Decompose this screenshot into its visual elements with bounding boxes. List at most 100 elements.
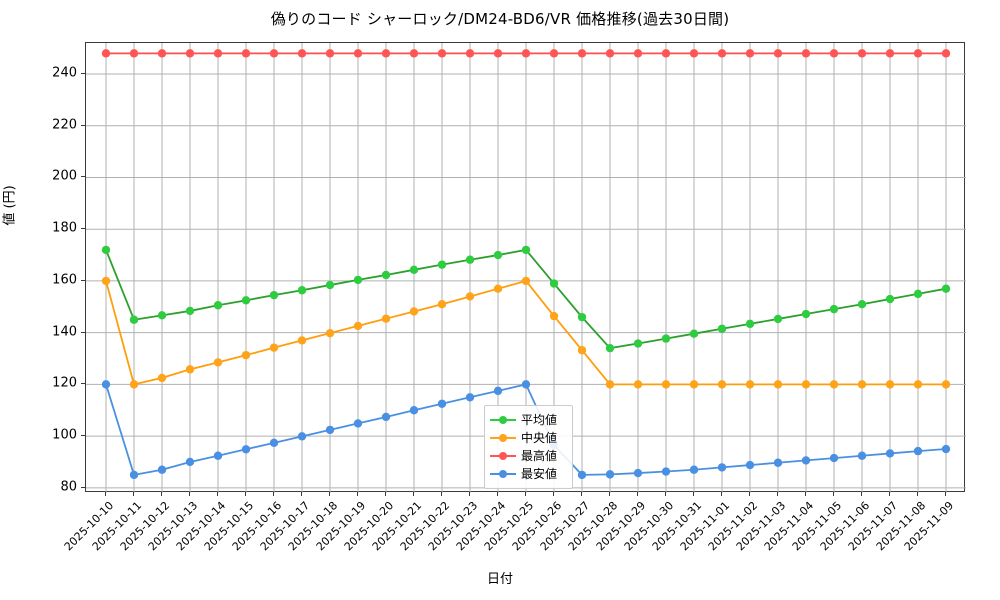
data-point <box>493 49 503 58</box>
data-point <box>213 49 223 58</box>
data-point <box>633 49 643 58</box>
data-point <box>605 49 615 58</box>
legend-swatch-icon <box>490 450 516 462</box>
data-point <box>101 245 111 255</box>
y-tick-mark <box>81 331 85 333</box>
y-tick-mark <box>81 73 85 75</box>
data-point <box>829 49 839 58</box>
data-point <box>913 446 923 456</box>
data-point <box>185 365 195 374</box>
x-tick-mark <box>385 492 386 496</box>
data-point <box>129 470 139 480</box>
data-point <box>157 311 167 320</box>
y-tick-mark <box>81 486 85 488</box>
data-point <box>885 449 895 458</box>
data-point <box>101 49 111 58</box>
x-tick-mark <box>217 492 218 496</box>
legend-marker-icon <box>499 470 507 478</box>
data-point <box>241 445 251 454</box>
x-tick-mark <box>245 492 246 496</box>
data-point <box>829 304 839 314</box>
series-line-0 <box>105 248 947 350</box>
x-tick-mark <box>945 492 946 496</box>
data-point <box>885 380 895 389</box>
data-point <box>297 336 307 345</box>
data-point <box>213 451 223 460</box>
data-point <box>577 312 587 322</box>
x-tick-mark <box>329 492 330 496</box>
x-tick-mark <box>861 492 862 496</box>
data-point <box>689 49 699 58</box>
data-point <box>437 49 447 58</box>
data-point <box>157 373 167 383</box>
y-tick-mark <box>81 124 85 126</box>
x-tick-mark <box>917 492 918 496</box>
x-tick-mark <box>357 492 358 496</box>
y-tick-label: 160 <box>52 272 77 288</box>
data-point <box>493 386 503 396</box>
legend-item[interactable]: 平均値 <box>490 411 566 429</box>
data-point <box>773 380 783 389</box>
data-point <box>437 300 447 309</box>
data-point <box>689 465 699 474</box>
data-point <box>801 380 811 389</box>
data-point <box>549 311 559 321</box>
data-point <box>717 380 727 389</box>
legend-swatch-icon <box>490 468 516 480</box>
data-point <box>325 425 335 435</box>
data-point <box>941 380 951 389</box>
legend-label: 最高値 <box>521 449 558 463</box>
data-point <box>913 289 923 299</box>
x-tick-mark <box>721 492 722 496</box>
data-point <box>857 300 867 309</box>
data-point <box>213 358 223 367</box>
data-point <box>297 432 307 441</box>
data-point <box>717 463 727 472</box>
data-point <box>437 260 447 269</box>
data-point <box>493 250 503 260</box>
data-point <box>465 393 475 402</box>
data-point <box>745 380 755 389</box>
y-tick-label: 220 <box>52 117 77 133</box>
data-point <box>241 350 251 360</box>
data-point <box>941 444 951 454</box>
legend-item[interactable]: 最高値 <box>490 447 566 465</box>
x-tick-mark <box>637 492 638 496</box>
data-point <box>465 292 475 301</box>
data-point <box>269 49 279 58</box>
series-line-1 <box>105 280 947 386</box>
chart-legend[interactable]: 平均値 中央値最高値最安値 <box>484 405 573 489</box>
data-point <box>269 343 279 352</box>
data-point <box>661 380 671 389</box>
y-tick-mark <box>81 435 85 437</box>
x-tick-mark <box>609 492 610 496</box>
data-point <box>465 255 475 264</box>
legend-item[interactable]: 中央値 <box>490 429 566 447</box>
data-point <box>521 380 531 389</box>
x-tick-mark <box>189 492 190 496</box>
data-point <box>605 470 615 479</box>
x-tick-mark <box>497 492 498 496</box>
data-point <box>129 49 139 58</box>
data-point <box>325 49 335 58</box>
data-point <box>325 280 335 290</box>
data-point <box>521 49 531 58</box>
legend-item[interactable]: 最安値 <box>490 465 566 483</box>
legend-swatch-icon <box>490 432 516 444</box>
y-tick-label: 80 <box>60 479 77 495</box>
data-point <box>409 406 419 415</box>
x-tick-mark <box>525 492 526 496</box>
data-point <box>129 380 139 389</box>
x-tick-mark <box>805 492 806 496</box>
data-point <box>381 270 391 280</box>
y-axis-label: 値 (円) <box>2 185 18 226</box>
x-tick-mark <box>301 492 302 496</box>
data-point <box>297 286 307 295</box>
data-point <box>633 380 643 389</box>
data-point <box>661 467 671 476</box>
data-point <box>633 339 643 348</box>
legend-marker-icon <box>499 452 507 460</box>
data-point <box>773 458 783 467</box>
x-tick-mark <box>273 492 274 496</box>
